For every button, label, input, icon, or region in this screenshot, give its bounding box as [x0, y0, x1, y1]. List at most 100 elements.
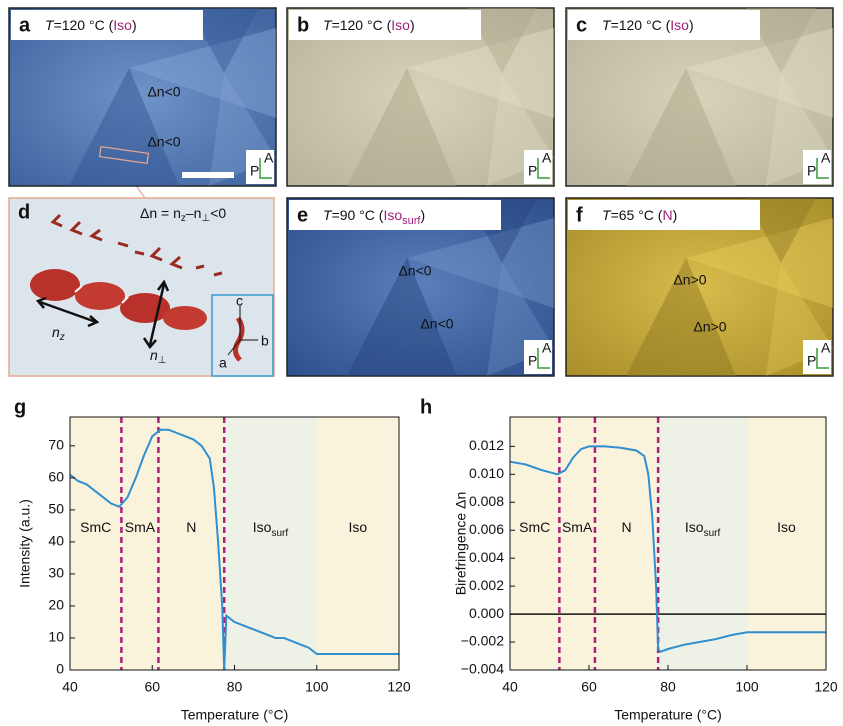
arrows	[35, 279, 170, 350]
polarizer-axes	[537, 348, 550, 369]
sub: ⊥	[158, 355, 167, 366]
texture	[347, 258, 457, 376]
polarizer-p: P	[807, 163, 816, 179]
phase-name: Iso	[777, 519, 796, 535]
eq-part: <0	[210, 205, 226, 221]
phase-label: Isosurf	[685, 519, 721, 539]
polarizer-axes	[816, 158, 829, 179]
micrograph-panel: c T=120 °C (Iso)AP	[565, 7, 834, 187]
phase-region	[594, 417, 659, 670]
x-tick-label: 80	[660, 679, 676, 695]
panel-label: T=65 °C (N)	[602, 207, 677, 223]
phase-name: SmA	[125, 519, 156, 535]
axis-label: c	[236, 293, 243, 309]
phase-label: SmC	[519, 519, 550, 535]
label-box	[568, 200, 760, 230]
texture	[407, 28, 554, 118]
eq-part: Δn = n	[140, 205, 181, 221]
phase-region	[559, 417, 595, 670]
phase-region	[70, 417, 122, 670]
y-tick-label: −0.002	[461, 633, 504, 649]
y-tick-label: 40	[48, 533, 64, 549]
texture	[347, 68, 457, 186]
micrograph-panel: b T=120 °C (Iso)AP	[286, 7, 555, 187]
annotation: Δn>0	[673, 272, 706, 288]
equation: Δn = nz–n⊥<0	[140, 205, 226, 224]
polarizer-p: P	[250, 163, 259, 179]
y-tick-label: 0.008	[469, 493, 504, 509]
texture	[189, 8, 259, 73]
y-tick-label: 0.000	[469, 605, 504, 621]
panel-label: T=120 °C (Iso)	[45, 17, 137, 33]
panel-d: d Δn = nz–n⊥<0 nz n⊥ c b a	[8, 163, 275, 377]
panel-letter: a	[19, 14, 31, 36]
panel-letter: c	[576, 14, 587, 36]
annotation: Δn>0	[693, 319, 726, 335]
texture	[686, 28, 833, 118]
polarizer-axes	[537, 158, 550, 179]
label-part: )	[421, 207, 426, 223]
label-box	[289, 200, 501, 230]
phase-sub: surf	[271, 528, 288, 539]
label-part: =120 °C (	[611, 17, 671, 33]
polarizer-a: A	[821, 340, 831, 356]
label-box	[568, 10, 760, 40]
phase-label: N	[621, 519, 631, 535]
n: n	[150, 347, 158, 363]
label-part: =65 °C (	[611, 207, 663, 223]
eq-sub: z	[181, 213, 186, 224]
y-tick-label: 0.002	[469, 577, 504, 593]
y-tick-label: 20	[48, 597, 64, 613]
polarizer-a: A	[542, 340, 552, 356]
polarizer-axes	[816, 348, 829, 369]
y-tick-label: 10	[48, 629, 64, 645]
phase-label: SmC	[80, 519, 111, 535]
phase-label: Isosurf	[253, 519, 289, 539]
annotation: Δn<0	[147, 134, 180, 150]
polarizer-p: P	[528, 163, 537, 179]
n: n	[52, 324, 60, 340]
x-tick-label: 40	[62, 679, 78, 695]
axis-label: a	[219, 355, 227, 371]
label-part: surf	[402, 215, 421, 227]
phase-label: SmA	[125, 519, 156, 535]
phase-region	[316, 417, 399, 670]
label-part: Iso	[391, 17, 410, 33]
axis-label: b	[261, 333, 269, 349]
y-axis-title: Birefringence Δn	[453, 492, 469, 596]
y-tick-label: 0	[56, 661, 64, 677]
label-part: )	[689, 17, 694, 33]
texture	[746, 8, 816, 73]
phase-region	[224, 417, 317, 670]
phase-region	[121, 417, 159, 670]
panel-label: T=90 °C (Isosurf)	[323, 207, 425, 227]
phase-region	[747, 417, 826, 670]
polarizer-a: A	[542, 150, 552, 166]
texture	[129, 28, 276, 118]
x-tick-label: 40	[502, 679, 518, 695]
label-part: T	[323, 207, 333, 223]
label-part: Iso	[383, 207, 402, 223]
y-tick-label: 70	[48, 437, 64, 453]
polarizer-p: P	[528, 353, 537, 369]
y-tick-label: 0.004	[469, 549, 504, 565]
panel-letter: b	[297, 14, 309, 36]
phase-name: Iso	[253, 519, 272, 535]
polarizer-a: A	[264, 150, 274, 166]
n-perp: n⊥	[150, 347, 167, 366]
annotation: Δn<0	[147, 84, 180, 100]
phase-region	[158, 417, 225, 670]
y-tick-label: 0.006	[469, 521, 504, 537]
x-tick-label: 100	[305, 679, 329, 695]
phase-sub: surf	[704, 528, 721, 539]
texture	[746, 198, 816, 263]
phase-region	[510, 417, 560, 670]
label-part: T	[602, 207, 612, 223]
label-part: =90 °C (	[332, 207, 384, 223]
panel-letter: d	[18, 201, 30, 223]
x-tick-label: 60	[581, 679, 597, 695]
phase-label: SmA	[562, 519, 593, 535]
micrograph-panel: a T=120 °C (Iso) Δn<0 Δn<0 AP	[8, 7, 277, 187]
x-tick-label: 80	[227, 679, 243, 695]
x-tick-label: 60	[144, 679, 160, 695]
